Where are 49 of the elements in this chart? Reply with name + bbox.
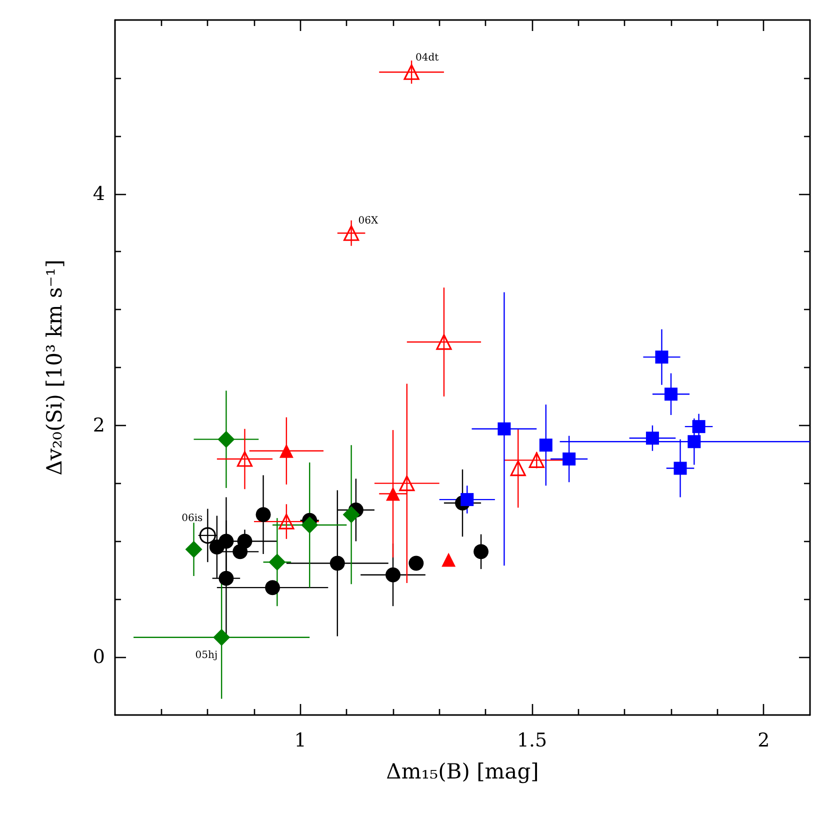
point bbox=[399, 476, 415, 492]
point bbox=[674, 462, 687, 475]
annotation: 06X bbox=[358, 216, 380, 227]
point bbox=[278, 514, 294, 530]
point bbox=[279, 444, 294, 458]
point bbox=[199, 527, 216, 544]
point bbox=[265, 580, 280, 596]
point bbox=[498, 422, 511, 436]
x-tick-label: 2 bbox=[758, 730, 770, 752]
point bbox=[436, 334, 452, 350]
point bbox=[528, 452, 544, 468]
point bbox=[655, 350, 668, 364]
point bbox=[236, 451, 253, 467]
point bbox=[344, 225, 360, 241]
x-tick-label: 1.5 bbox=[516, 730, 548, 752]
point bbox=[218, 570, 234, 586]
point bbox=[404, 64, 420, 80]
y-axis-title: Δv₂₀(Si) [10³ km s⁻¹] bbox=[42, 260, 66, 476]
point bbox=[408, 556, 424, 571]
point bbox=[301, 516, 318, 534]
point bbox=[342, 506, 360, 524]
point bbox=[237, 534, 252, 549]
point bbox=[330, 556, 345, 571]
point bbox=[562, 452, 576, 466]
point bbox=[386, 486, 400, 501]
point bbox=[688, 435, 701, 448]
annotation: 05hj bbox=[195, 650, 218, 661]
point bbox=[474, 544, 489, 560]
point bbox=[442, 552, 456, 567]
y-tick-label: 0 bbox=[92, 646, 105, 668]
x-tick-label: 1 bbox=[294, 730, 306, 752]
y-tick-label: 2 bbox=[92, 414, 105, 436]
point bbox=[646, 432, 659, 445]
y-tick-label: 4 bbox=[92, 182, 105, 205]
point bbox=[692, 420, 706, 434]
point bbox=[185, 540, 202, 558]
annotation: 04dt bbox=[416, 52, 439, 64]
point bbox=[213, 628, 230, 646]
point bbox=[218, 430, 235, 448]
point bbox=[218, 534, 234, 549]
point bbox=[539, 438, 552, 452]
point bbox=[256, 507, 271, 522]
point bbox=[460, 493, 474, 506]
point bbox=[386, 567, 400, 582]
point bbox=[664, 388, 678, 401]
point bbox=[510, 460, 526, 476]
annotation: 06is bbox=[182, 512, 203, 524]
x-axis-title: Δm₁₅(B) [mag] bbox=[386, 760, 539, 784]
point bbox=[268, 554, 286, 571]
